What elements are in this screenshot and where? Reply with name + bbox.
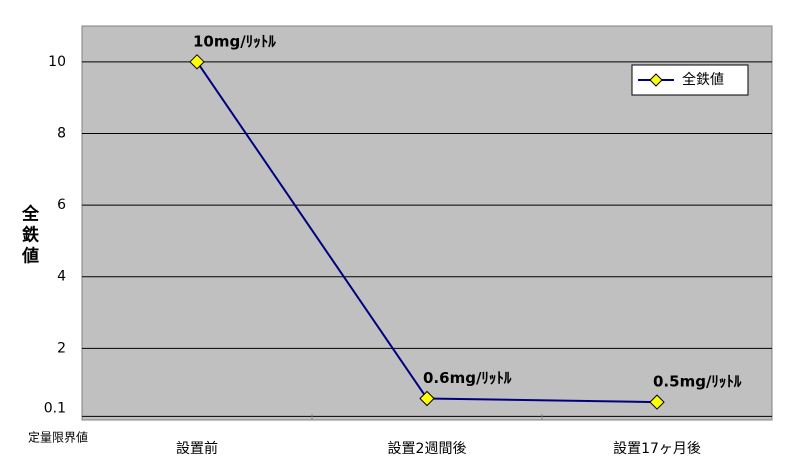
y-tick-label: 10 — [48, 54, 66, 70]
marker — [189, 54, 205, 70]
marker — [419, 390, 435, 407]
y-tick-label: 0.1 — [44, 400, 66, 416]
annotation: 定量限界値 — [28, 430, 88, 445]
data-label: 0.6mg/ﾘｯﾄﾙ — [423, 369, 512, 387]
legend-label: 全鉄値 — [682, 71, 724, 88]
data-label: 0.5mg/ﾘｯﾄﾙ — [653, 373, 742, 391]
y-tick-label: 4 — [57, 269, 66, 285]
x-tick-label: 設置2週間後 — [388, 441, 467, 457]
marker — [649, 394, 665, 410]
data-label: 10mg/ﾘｯﾄﾙ — [193, 32, 276, 50]
y-tick-label: 2 — [57, 340, 66, 356]
y-tick-label: 6 — [57, 197, 66, 213]
legend-marker — [649, 73, 663, 87]
y-axis-label: 全鉄値 — [18, 203, 40, 267]
x-tick-label: 設置17ヶ月後 — [613, 441, 701, 457]
y-tick-label: 8 — [57, 125, 66, 141]
x-tick-label: 設置前 — [176, 440, 218, 457]
